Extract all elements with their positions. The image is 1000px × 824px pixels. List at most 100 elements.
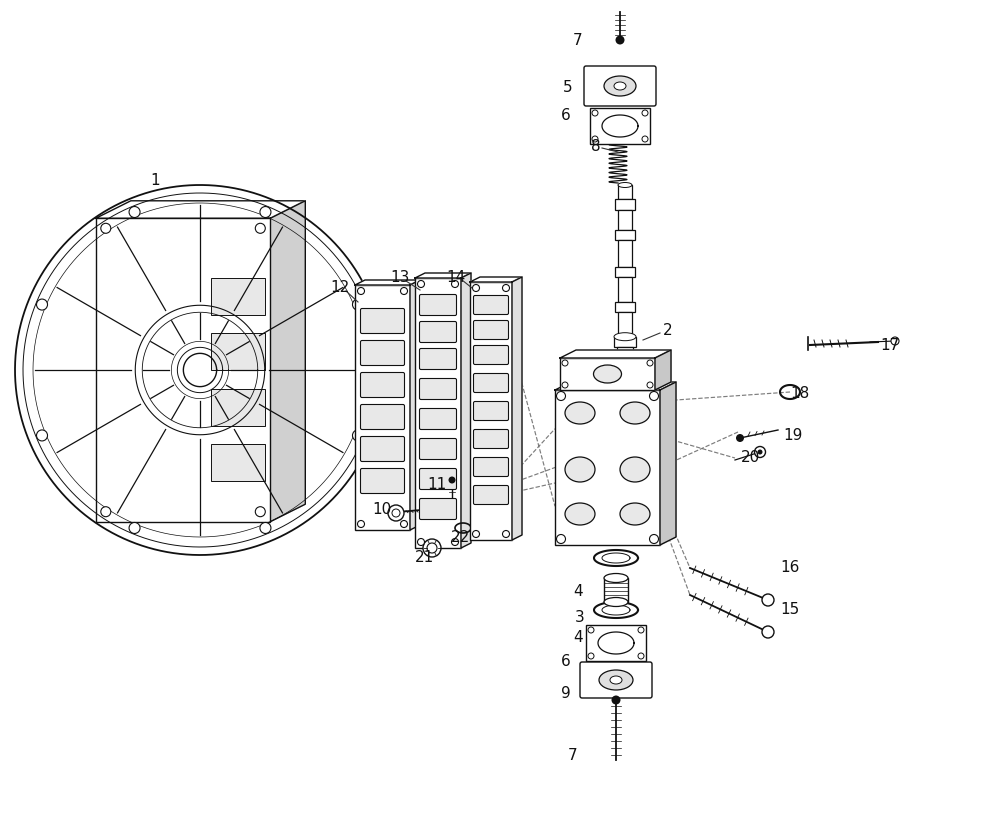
FancyBboxPatch shape — [211, 388, 265, 425]
Circle shape — [418, 280, 424, 288]
Text: 7: 7 — [573, 32, 583, 48]
Circle shape — [473, 531, 480, 537]
Polygon shape — [461, 273, 471, 548]
FancyBboxPatch shape — [415, 278, 461, 548]
Circle shape — [616, 35, 624, 44]
Ellipse shape — [594, 365, 622, 383]
FancyBboxPatch shape — [211, 333, 265, 370]
FancyBboxPatch shape — [615, 230, 635, 241]
Ellipse shape — [604, 574, 628, 583]
Polygon shape — [655, 350, 671, 390]
FancyBboxPatch shape — [420, 294, 456, 316]
Circle shape — [400, 521, 408, 527]
Polygon shape — [560, 350, 671, 358]
FancyBboxPatch shape — [555, 390, 660, 545]
FancyBboxPatch shape — [420, 469, 456, 489]
Circle shape — [452, 539, 458, 545]
FancyBboxPatch shape — [470, 282, 512, 540]
Text: 15: 15 — [780, 602, 800, 616]
Circle shape — [758, 450, 763, 455]
Circle shape — [503, 284, 510, 292]
Circle shape — [642, 136, 648, 142]
FancyBboxPatch shape — [211, 444, 265, 481]
Circle shape — [260, 207, 271, 218]
Ellipse shape — [604, 597, 628, 606]
Text: 11: 11 — [427, 476, 447, 491]
FancyBboxPatch shape — [615, 199, 635, 209]
Circle shape — [638, 653, 644, 659]
Circle shape — [592, 136, 598, 142]
Circle shape — [588, 627, 594, 633]
Ellipse shape — [604, 76, 636, 96]
Text: 14: 14 — [446, 270, 466, 285]
FancyBboxPatch shape — [360, 405, 404, 429]
Text: 22: 22 — [450, 530, 470, 545]
FancyBboxPatch shape — [355, 285, 410, 530]
Ellipse shape — [610, 676, 622, 684]
FancyBboxPatch shape — [618, 312, 632, 337]
Text: 21: 21 — [415, 550, 435, 565]
FancyBboxPatch shape — [420, 438, 456, 460]
FancyBboxPatch shape — [560, 358, 655, 390]
Circle shape — [556, 535, 566, 544]
Circle shape — [736, 434, 744, 442]
FancyBboxPatch shape — [586, 625, 646, 661]
Circle shape — [647, 360, 653, 366]
FancyBboxPatch shape — [584, 66, 656, 106]
Text: 2: 2 — [663, 322, 673, 338]
Circle shape — [562, 382, 568, 388]
Circle shape — [255, 223, 265, 233]
Text: 4: 4 — [573, 630, 583, 645]
Circle shape — [37, 299, 48, 310]
Circle shape — [638, 627, 644, 633]
Circle shape — [129, 522, 140, 533]
Ellipse shape — [565, 503, 595, 525]
FancyBboxPatch shape — [615, 267, 635, 277]
Circle shape — [388, 505, 404, 521]
FancyBboxPatch shape — [474, 401, 509, 420]
Circle shape — [762, 594, 774, 606]
Circle shape — [358, 521, 364, 527]
FancyBboxPatch shape — [474, 321, 509, 339]
Text: 12: 12 — [330, 279, 350, 294]
Circle shape — [650, 535, 658, 544]
Circle shape — [392, 509, 400, 517]
Circle shape — [755, 447, 766, 457]
Circle shape — [592, 110, 598, 116]
Ellipse shape — [614, 82, 626, 90]
FancyBboxPatch shape — [360, 437, 404, 461]
Ellipse shape — [614, 333, 636, 340]
Circle shape — [647, 382, 653, 388]
FancyBboxPatch shape — [211, 278, 265, 315]
FancyBboxPatch shape — [618, 185, 632, 199]
FancyBboxPatch shape — [360, 469, 404, 494]
Polygon shape — [415, 273, 471, 278]
Text: 19: 19 — [783, 428, 803, 442]
FancyBboxPatch shape — [474, 345, 509, 364]
Circle shape — [101, 507, 111, 517]
FancyBboxPatch shape — [420, 499, 456, 519]
Ellipse shape — [565, 457, 595, 482]
Polygon shape — [660, 382, 676, 545]
Circle shape — [260, 522, 271, 533]
FancyBboxPatch shape — [474, 296, 509, 315]
Circle shape — [427, 543, 437, 553]
FancyBboxPatch shape — [614, 337, 636, 347]
Text: 10: 10 — [372, 502, 392, 517]
Circle shape — [400, 288, 408, 294]
Polygon shape — [555, 382, 676, 390]
FancyBboxPatch shape — [420, 409, 456, 429]
FancyBboxPatch shape — [474, 373, 509, 392]
Text: 6: 6 — [561, 107, 571, 123]
Circle shape — [129, 207, 140, 218]
FancyBboxPatch shape — [420, 349, 456, 369]
Polygon shape — [96, 201, 305, 218]
Circle shape — [37, 430, 48, 441]
Circle shape — [473, 284, 480, 292]
Text: 5: 5 — [563, 79, 573, 95]
Text: 9: 9 — [561, 686, 571, 700]
FancyBboxPatch shape — [420, 378, 456, 400]
Text: 17: 17 — [880, 338, 900, 353]
Ellipse shape — [618, 182, 632, 188]
FancyBboxPatch shape — [360, 372, 404, 397]
